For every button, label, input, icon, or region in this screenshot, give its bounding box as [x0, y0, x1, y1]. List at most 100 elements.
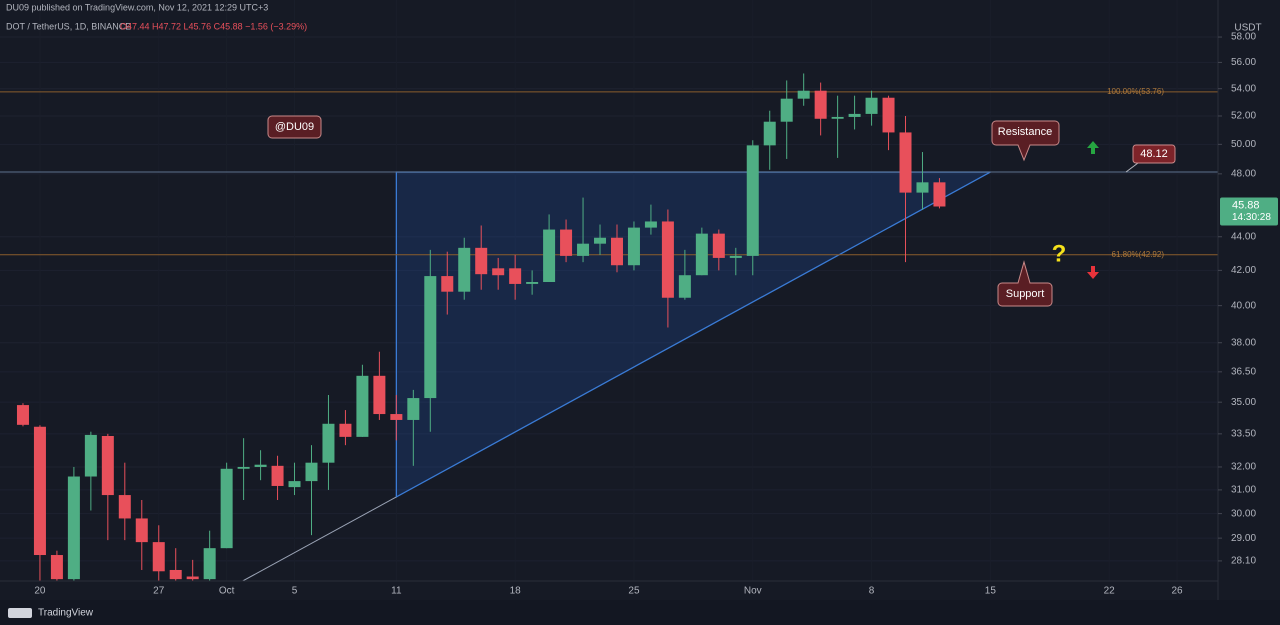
y-tick-label: 32.00	[1231, 462, 1256, 473]
support-label: Support	[1006, 288, 1045, 300]
candle-body	[407, 398, 420, 420]
candle-body	[356, 375, 369, 437]
level-callout: 48.12	[1140, 148, 1168, 160]
x-tick-label: 25	[628, 586, 640, 597]
plot-area	[0, 73, 1218, 581]
candle-body	[865, 97, 878, 114]
y-tick-label: 40.00	[1231, 300, 1256, 311]
y-tick-label: 48.00	[1231, 168, 1256, 179]
brand: TradingView	[38, 608, 94, 619]
last-price: 45.88	[1232, 199, 1260, 211]
y-tick-label: 42.00	[1231, 265, 1256, 276]
candle-body	[390, 414, 403, 420]
candle-body	[661, 221, 674, 298]
footer-bar	[0, 600, 1280, 625]
y-tick-label: 35.00	[1231, 397, 1256, 408]
watermark: @DU09	[275, 121, 314, 133]
y-tick-label: 29.00	[1231, 533, 1256, 544]
candle-body	[627, 227, 640, 266]
candle-body	[16, 405, 29, 425]
grid	[0, 36, 1218, 562]
resistance-callout	[991, 120, 1060, 162]
candle-body	[203, 548, 216, 580]
x-tick-label: 27	[153, 586, 165, 597]
author-line: DU09 published on TradingView.com, Nov 1…	[6, 2, 268, 12]
resistance-label: Resistance	[998, 126, 1052, 138]
y-tick-label: 58.00	[1231, 32, 1256, 43]
candle-body	[186, 576, 199, 580]
y-tick-label: 56.00	[1231, 57, 1256, 68]
x-tick-label: 8	[869, 586, 875, 597]
x-tick-label: Nov	[744, 586, 762, 597]
candle-body	[373, 375, 386, 415]
x-tick-label: 5	[292, 586, 298, 597]
candle-body	[831, 116, 844, 119]
y-tick-label: 30.00	[1231, 508, 1256, 519]
candle-body	[220, 468, 233, 549]
candle-body	[322, 423, 335, 463]
candle-body	[678, 275, 691, 298]
candle-body	[899, 132, 912, 193]
candle-body	[475, 247, 488, 275]
candle-body	[526, 282, 539, 284]
candle-body	[492, 268, 505, 276]
candle-body	[458, 247, 471, 292]
watermark-box	[267, 115, 322, 139]
candle-body	[152, 542, 165, 572]
y-tick-label: 44.00	[1231, 231, 1256, 242]
candle-body	[933, 182, 946, 207]
down-arrow	[1087, 266, 1099, 279]
candle-body	[610, 237, 623, 266]
candle-body	[118, 495, 131, 519]
candle-body	[848, 113, 861, 117]
level-callout-pointer	[1125, 162, 1139, 173]
y-tick-label: 31.00	[1231, 485, 1256, 496]
support-trendline	[242, 496, 397, 581]
level-callout-box	[1132, 144, 1176, 164]
candle-body	[560, 229, 573, 256]
candle-body	[916, 182, 929, 193]
x-tick-label: 20	[34, 586, 46, 597]
candle-body	[67, 476, 80, 580]
candle-body	[882, 97, 895, 133]
candle-body	[101, 436, 114, 496]
fib-label: 61.80%(42.92)	[1112, 250, 1165, 259]
fib-label: 100.00%(53.76)	[1107, 87, 1164, 96]
candle-body	[712, 233, 725, 258]
candle-body	[169, 569, 182, 580]
candle-body	[594, 237, 607, 244]
x-tick-label: Oct	[219, 586, 235, 597]
candle-body	[305, 462, 318, 482]
candle-body	[577, 243, 590, 256]
candle-body	[780, 98, 793, 122]
support-callout	[997, 260, 1053, 307]
x-tick-label: 18	[510, 586, 522, 597]
candle-body	[237, 466, 250, 469]
countdown: 14:30:28	[1232, 212, 1271, 223]
candle-body	[135, 518, 148, 543]
question-mark: ?	[1052, 240, 1067, 267]
x-tick-label: 11	[391, 586, 402, 597]
candle-body	[543, 229, 556, 283]
candle-body	[254, 464, 267, 467]
candle-body	[424, 276, 437, 399]
candle-body	[695, 233, 708, 276]
candle-body	[339, 423, 352, 437]
x-tick-label: 22	[1104, 586, 1116, 597]
candle-body	[797, 90, 810, 99]
y-tick-label: 54.00	[1231, 83, 1256, 94]
y-tick-label: 50.00	[1231, 139, 1256, 150]
y-tick-label: 52.00	[1231, 111, 1256, 122]
y-tick-label: 36.50	[1231, 366, 1256, 377]
y-tick-label: 28.10	[1231, 556, 1256, 567]
candle-body	[644, 221, 657, 228]
y-tick-label: 38.00	[1231, 337, 1256, 348]
candle-body	[814, 90, 827, 119]
candle-body	[746, 145, 759, 256]
candle-body	[50, 555, 63, 580]
candle-body	[729, 255, 742, 258]
ohlc: O47.44 H47.72 L45.76 C45.88 −1.56 (−3.29…	[120, 21, 307, 31]
candle-body	[84, 434, 97, 477]
